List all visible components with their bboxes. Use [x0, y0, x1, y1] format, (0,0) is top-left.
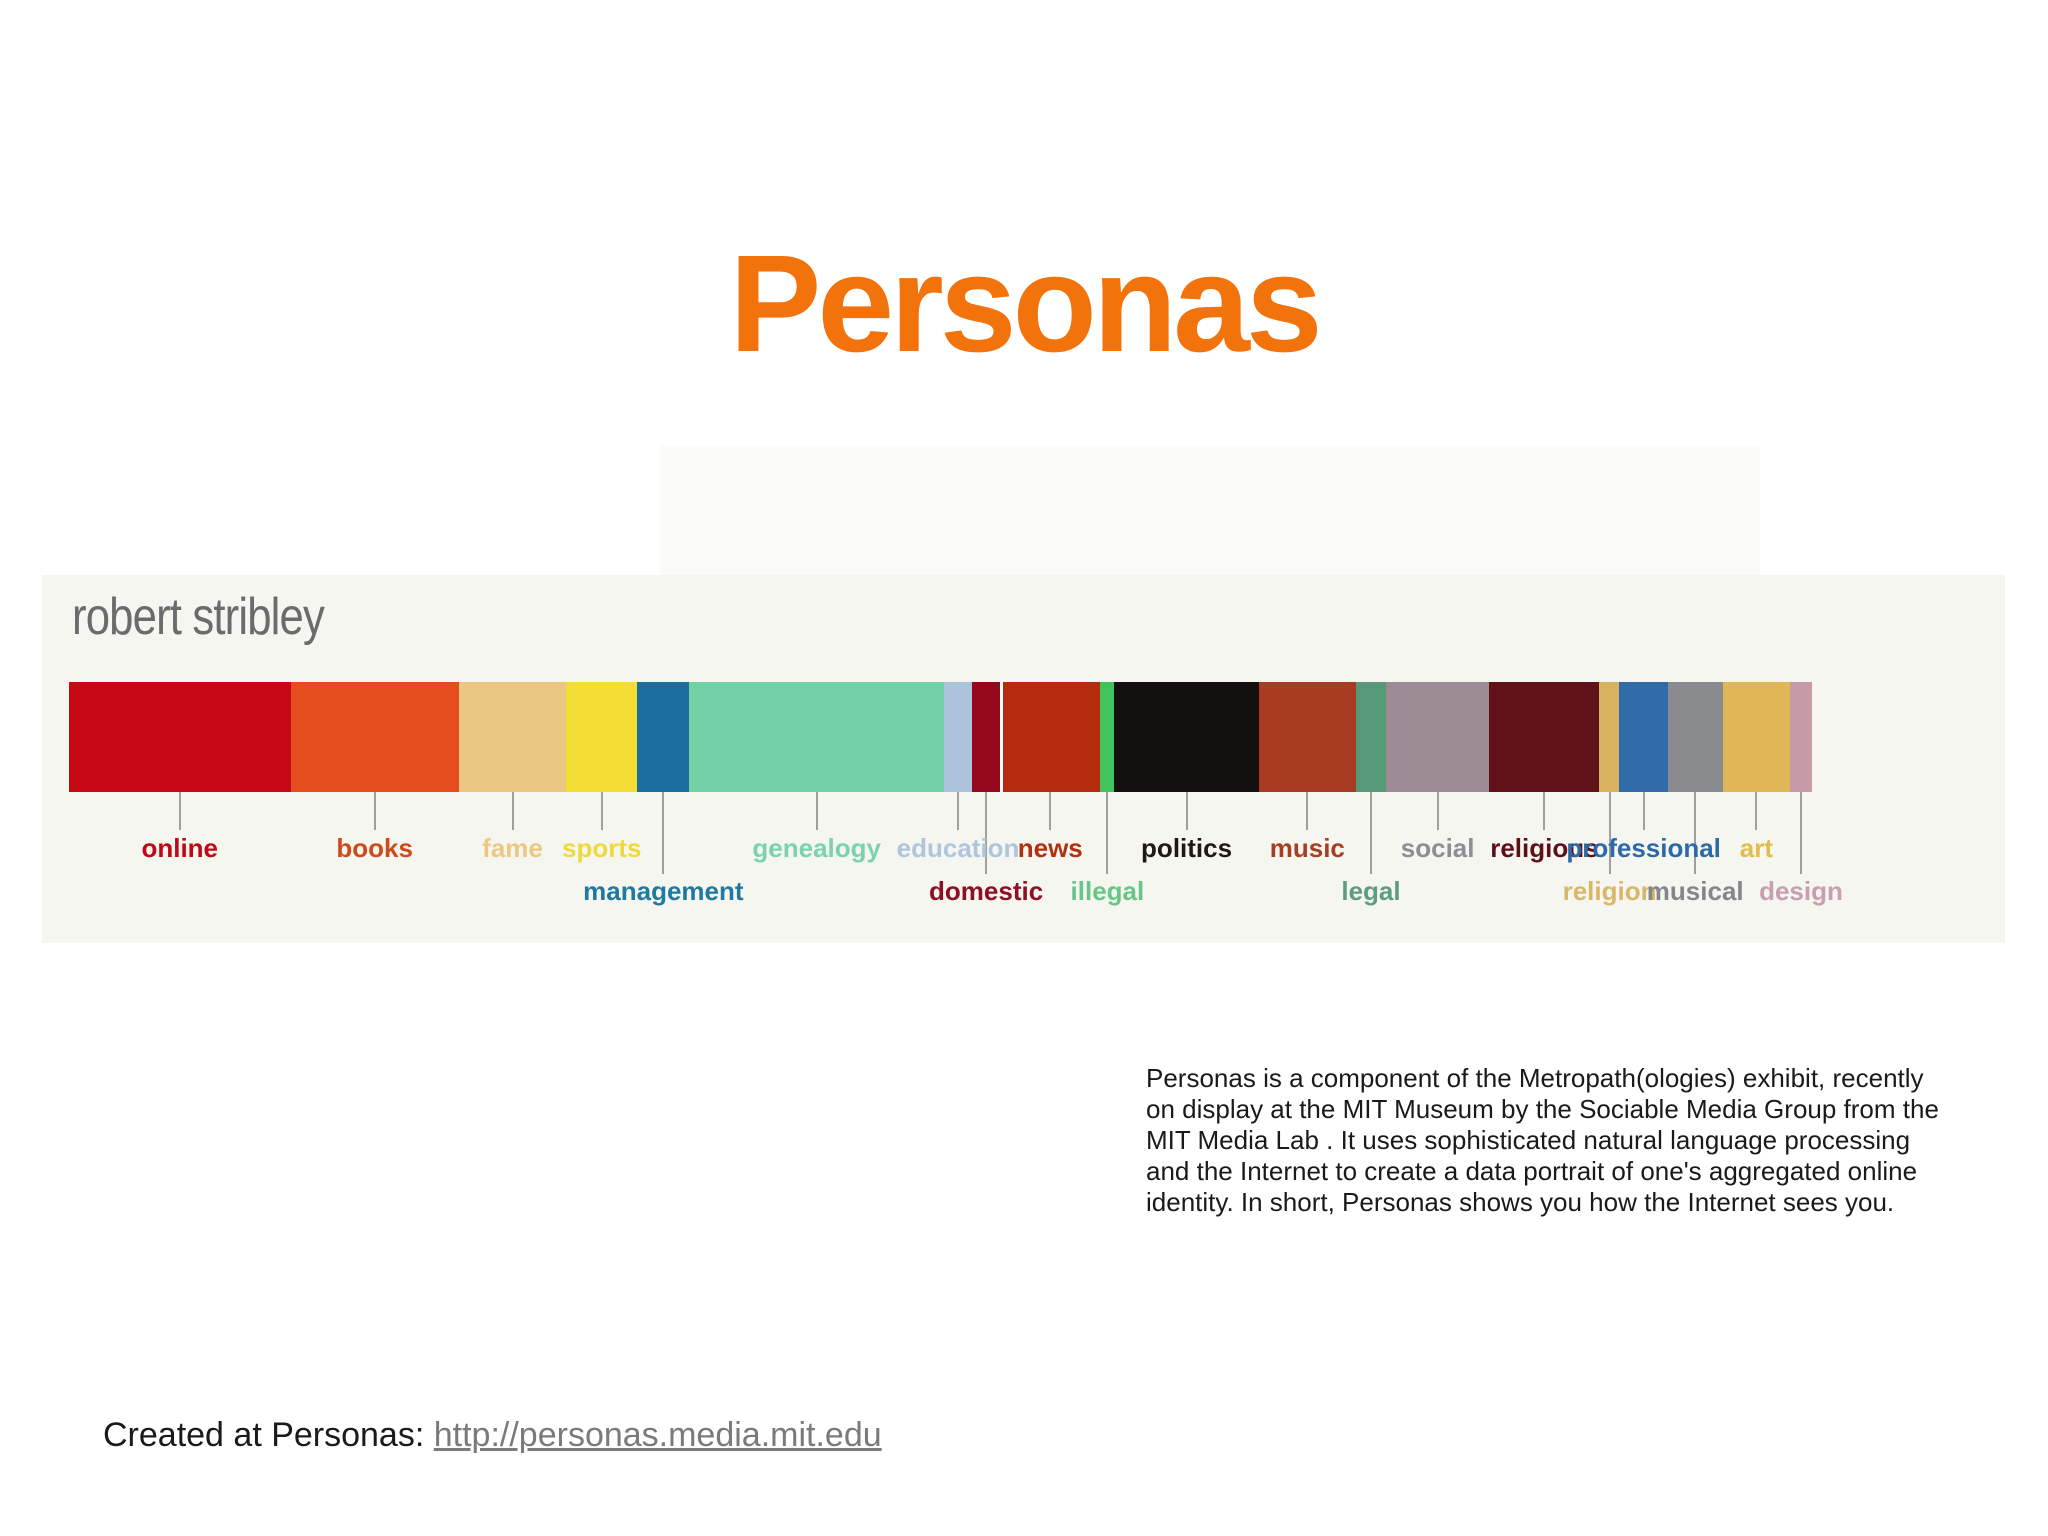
tick-musical: [1694, 792, 1697, 874]
tick-art: [1755, 792, 1758, 830]
bar-segment-politics: [1114, 682, 1259, 792]
footer-link[interactable]: http://personas.media.mit.edu: [433, 1416, 882, 1454]
tick-management: [662, 792, 665, 874]
bar-label-musical: musical: [1646, 876, 1744, 906]
tick-sports: [600, 792, 603, 830]
tick-music: [1306, 792, 1309, 830]
footer-label: Created at Personas:: [103, 1416, 434, 1454]
tick-fame: [511, 792, 514, 830]
bar-label-religious: religious: [1490, 833, 1599, 863]
bar-segment-art: [1722, 682, 1790, 792]
bar-label-art: art: [1739, 833, 1773, 863]
tick-books: [373, 792, 376, 830]
bar-label-news: news: [1017, 833, 1083, 863]
bar-segment-books: [290, 682, 459, 792]
bar-label-sports: sports: [561, 833, 642, 863]
bar-segment-legal: [1355, 682, 1386, 792]
bar-segment-genealogy: [689, 682, 944, 792]
bar-segment-religious: [1489, 682, 1600, 792]
person-name: robert stribley: [72, 588, 325, 646]
bar-label-politics: politics: [1141, 833, 1233, 863]
bar-segment-domestic: [972, 682, 1001, 792]
tick-illegal: [1106, 792, 1109, 874]
tick-politics: [1185, 792, 1188, 830]
tick-domestic: [985, 792, 988, 874]
bar-label-education: education: [896, 833, 1020, 863]
footer: Created at Personas: http://personas.med…: [103, 1416, 882, 1455]
tick-design: [1799, 792, 1802, 874]
tick-religious: [1543, 792, 1546, 830]
bar-segment-education: [943, 682, 973, 792]
page-title: Personas: [729, 227, 1322, 381]
bar-label-design: design: [1759, 876, 1843, 906]
viz-top-strip: [660, 445, 1760, 577]
bar-label-social: social: [1400, 833, 1475, 863]
bar-segment-music: [1258, 682, 1356, 792]
bar-label-genealogy: genealogy: [752, 833, 881, 863]
bar-segment-online: [69, 682, 291, 792]
bar-segment-news: [1000, 682, 1101, 792]
bar-label-legal: legal: [1341, 876, 1401, 906]
tick-religion: [1608, 792, 1611, 874]
bar-segment-fame: [458, 682, 567, 792]
bar-segment-illegal: [1100, 682, 1115, 792]
bar-segment-management: [637, 682, 690, 792]
bar-label-professional: professional: [1566, 833, 1721, 863]
bar-segment-musical: [1667, 682, 1723, 792]
category-bar: [69, 682, 1812, 792]
tick-education: [957, 792, 960, 830]
tick-news: [1049, 792, 1052, 830]
tick-social: [1436, 792, 1439, 830]
personas-visualization: robert stribley online books fame sports man…: [42, 575, 2005, 943]
bar-segment-professional: [1619, 682, 1668, 792]
bar-label-management: management: [583, 876, 744, 906]
tick-genealogy: [815, 792, 818, 830]
bar-label-religion: religion: [1562, 876, 1657, 906]
bar-segment-design: [1789, 682, 1812, 792]
bar-label-domestic: domestic: [929, 876, 1044, 906]
bar-segment-religion: [1599, 682, 1620, 792]
bar-segment-sports: [566, 682, 638, 792]
tick-online: [178, 792, 181, 830]
bar-label-fame: fame: [482, 833, 543, 863]
bar-label-music: music: [1269, 833, 1345, 863]
description-text: Personas is a component of the Metropath…: [1146, 1063, 1939, 1217]
tick-professional: [1642, 792, 1645, 830]
bar-label-online: online: [141, 833, 219, 863]
bar-label-books: books: [336, 833, 413, 863]
tick-legal: [1369, 792, 1372, 874]
bar-label-illegal: illegal: [1070, 876, 1145, 906]
bar-segment-social: [1385, 682, 1490, 792]
